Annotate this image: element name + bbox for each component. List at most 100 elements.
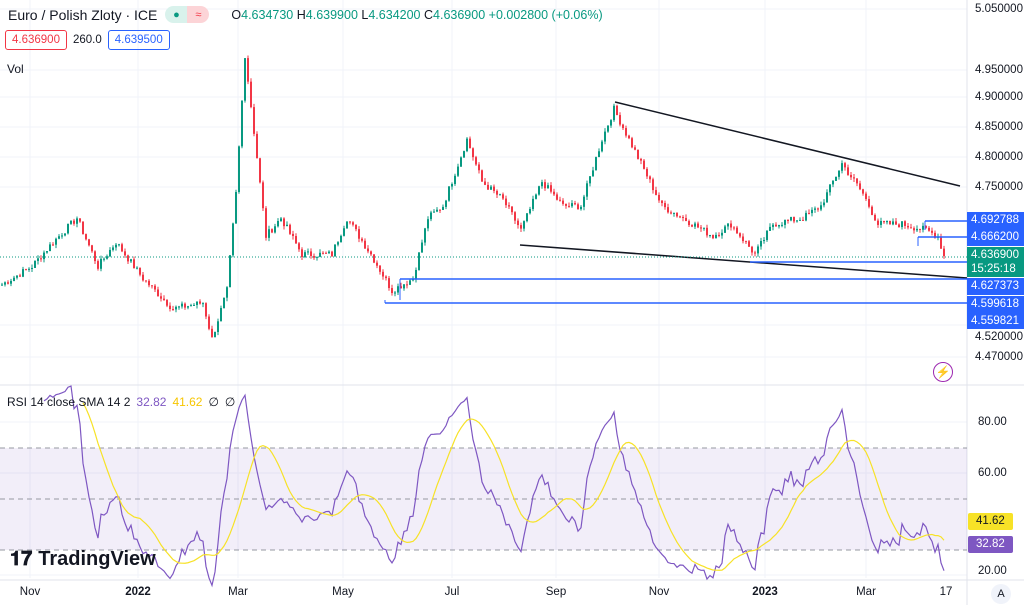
candle-body <box>595 157 597 171</box>
candle-body <box>223 297 225 309</box>
candle-body <box>13 277 15 281</box>
price-tick: 4.470000 <box>975 351 1023 363</box>
rsi-header: RSI 14 close SMA 14 2 32.82 41.62 ∅ ∅ <box>7 395 235 409</box>
rsi-value: 32.82 <box>136 395 167 409</box>
candle-body <box>916 228 918 231</box>
tradingview-logo[interactable]: 𝟏𝟕 TradingView <box>10 548 156 571</box>
candle-body <box>517 220 519 226</box>
candle-body <box>643 160 645 169</box>
candle-body <box>322 252 324 254</box>
buy-button[interactable]: 4.639500 <box>107 30 170 50</box>
candle-body <box>376 262 378 266</box>
candle-body <box>934 232 936 238</box>
candle-body <box>814 208 816 210</box>
candle-body <box>919 228 921 230</box>
candle-body <box>448 186 450 201</box>
candle-body <box>268 229 270 238</box>
candle-body <box>358 229 360 239</box>
spread: 260.0 <box>72 34 102 46</box>
candle-body <box>709 235 711 237</box>
candle-body <box>781 224 783 226</box>
candle-body <box>607 125 609 132</box>
candle-body <box>103 258 105 260</box>
candle-body <box>640 158 642 161</box>
flash-icon[interactable]: ⚡ <box>933 362 953 382</box>
candle-body <box>712 235 714 239</box>
last-price-label: 4.636900 15:25:18 <box>967 247 1024 277</box>
candle-body <box>139 267 141 275</box>
candle-body <box>109 249 111 257</box>
candle-body <box>307 251 309 253</box>
candle-body <box>61 235 63 237</box>
candle-body <box>160 296 162 299</box>
candle-body <box>616 105 618 116</box>
time-tick: Mar <box>856 586 876 598</box>
market-status[interactable]: ● ≈ <box>165 6 210 23</box>
candle-body <box>907 225 909 228</box>
candle-body <box>586 183 588 197</box>
candle-body <box>844 163 846 168</box>
candle-body <box>388 278 390 289</box>
rsi-na: ∅ <box>224 395 236 409</box>
candle-body <box>463 151 465 158</box>
candle-body <box>868 199 870 207</box>
candle-body <box>247 58 249 82</box>
candle-body <box>760 240 762 247</box>
candle-body <box>892 221 894 225</box>
candle-body <box>658 194 660 201</box>
candle-body <box>823 202 825 206</box>
candle-body <box>697 223 699 228</box>
candle-body <box>280 218 282 222</box>
candle-body <box>904 221 906 226</box>
candle-body <box>811 209 813 214</box>
candle-body <box>841 163 843 171</box>
candle-body <box>688 221 690 226</box>
price-label-line3: 4.627373 <box>967 278 1024 295</box>
candle-body <box>826 192 828 203</box>
auto-scale-button[interactable]: A <box>991 584 1011 604</box>
candle-body <box>895 221 897 225</box>
time-tick: May <box>332 586 354 598</box>
candle-body <box>10 280 12 284</box>
candle-body <box>772 224 774 227</box>
candle-body <box>850 174 852 178</box>
sell-button[interactable]: 4.636900 <box>5 30 67 50</box>
candle-body <box>883 220 885 223</box>
candle-body <box>73 220 75 224</box>
candle-body <box>295 236 297 244</box>
rsi-sma-label: 41.62 <box>968 513 1013 530</box>
candle-body <box>871 206 873 215</box>
candle-body <box>397 286 399 293</box>
price-label-line1: 4.692788 <box>967 212 1024 229</box>
candle-body <box>208 316 210 329</box>
candle-body <box>550 185 552 192</box>
symbol-title[interactable]: Euro / Polish Zloty · ICE <box>8 6 158 23</box>
candle-body <box>694 223 696 227</box>
candle-body <box>343 228 345 236</box>
candle-body <box>502 194 504 199</box>
candle-body <box>292 233 294 237</box>
time-tick: Nov <box>648 586 670 598</box>
candle-body <box>22 269 24 277</box>
candle-body <box>424 228 426 243</box>
candle-body <box>133 259 135 269</box>
candle-body <box>403 284 405 289</box>
candle-body <box>418 252 420 270</box>
market-open-icon: ● <box>165 6 188 23</box>
candle-body <box>79 218 81 222</box>
candle-body <box>655 190 657 195</box>
price-label-line4: 4.599618 <box>967 296 1024 313</box>
candle-body <box>475 157 477 165</box>
candle-body <box>706 227 708 236</box>
candle-body <box>562 200 564 204</box>
time-tick: 2023 <box>752 586 778 598</box>
rsi-title[interactable]: RSI 14 close SMA 14 2 <box>7 395 131 409</box>
candle-body <box>40 258 42 260</box>
rsi-sma-value: 41.62 <box>172 395 203 409</box>
candle-body <box>922 225 924 230</box>
candle-body <box>751 246 753 253</box>
candle-body <box>400 286 402 289</box>
candle-body <box>232 223 234 256</box>
candle-body <box>853 177 855 179</box>
